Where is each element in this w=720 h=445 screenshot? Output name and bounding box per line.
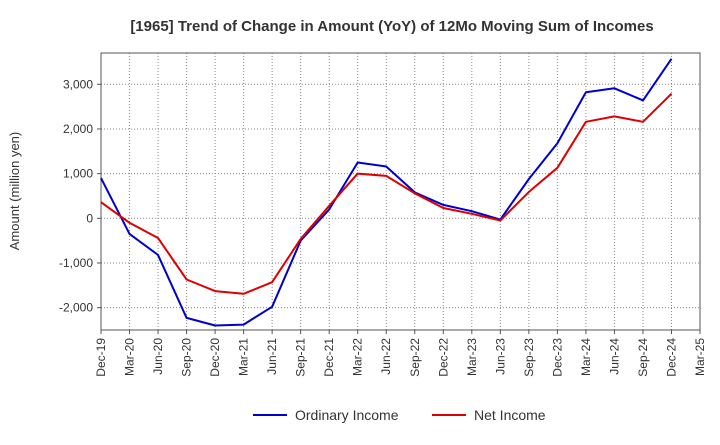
- series-line-ordinary-income: [100, 58, 673, 327]
- y-tick-label: -2,000: [59, 301, 93, 315]
- x-tick-label: Dec-20: [208, 338, 222, 377]
- x-tick-label: Jun-22: [379, 338, 393, 375]
- x-tick-label: Dec-23: [550, 338, 564, 377]
- x-tick-label: Mar-22: [351, 338, 365, 376]
- x-tick-label: Dec-22: [436, 338, 450, 377]
- legend-label: Net Income: [474, 407, 546, 423]
- legend: Ordinary Income Net Income: [253, 407, 546, 423]
- axes: [97, 52, 701, 334]
- x-tick-label: Dec-19: [94, 338, 108, 377]
- x-tick-label: Mar-24: [579, 338, 593, 376]
- x-tick-label: Jun-20: [151, 338, 165, 375]
- x-tick-label: Mar-20: [123, 338, 137, 376]
- y-tick-label: -1,000: [59, 256, 93, 270]
- chart-title: [1965] Trend of Change in Amount (YoY) o…: [130, 18, 653, 35]
- x-tick-label: Jun-24: [607, 338, 621, 375]
- series-lines: [100, 58, 673, 327]
- x-tick-label: Dec-24: [664, 338, 678, 377]
- plot-frame: [100, 52, 701, 331]
- y-tick-label: 1,000: [63, 167, 93, 181]
- x-tick-label: Mar-21: [237, 338, 251, 376]
- x-tick-label: Dec-21: [322, 338, 336, 377]
- series-line-net-income: [100, 92, 673, 295]
- x-tick-label: Sep-24: [636, 338, 650, 377]
- x-tick-label: Sep-23: [522, 338, 536, 377]
- y-tick-label: 0: [86, 211, 93, 225]
- grid-lines: [100, 53, 701, 330]
- x-tick-label: Sep-20: [180, 338, 194, 377]
- x-tick-label: Mar-23: [465, 338, 479, 376]
- y-axis-label: Amount (million yen): [7, 132, 22, 251]
- y-tick-label: 3,000: [63, 77, 93, 91]
- y-tick-label: 2,000: [63, 122, 93, 136]
- x-tick-label: Mar-25: [693, 338, 707, 376]
- legend-label: Ordinary Income: [295, 407, 399, 423]
- x-tick-label: Sep-22: [408, 338, 422, 377]
- x-tick-labels: Dec-19 Mar-20 Jun-20 Sep-20 Dec-20 Mar-21 Jun-…: [94, 338, 707, 377]
- x-tick-label: Sep-21: [294, 338, 308, 377]
- y-tick-labels: 3,000 2,000 1,000 0 -1,000 -2,000: [59, 77, 93, 314]
- x-tick-label: Jun-21: [265, 338, 279, 375]
- x-tick-label: Jun-23: [493, 338, 507, 375]
